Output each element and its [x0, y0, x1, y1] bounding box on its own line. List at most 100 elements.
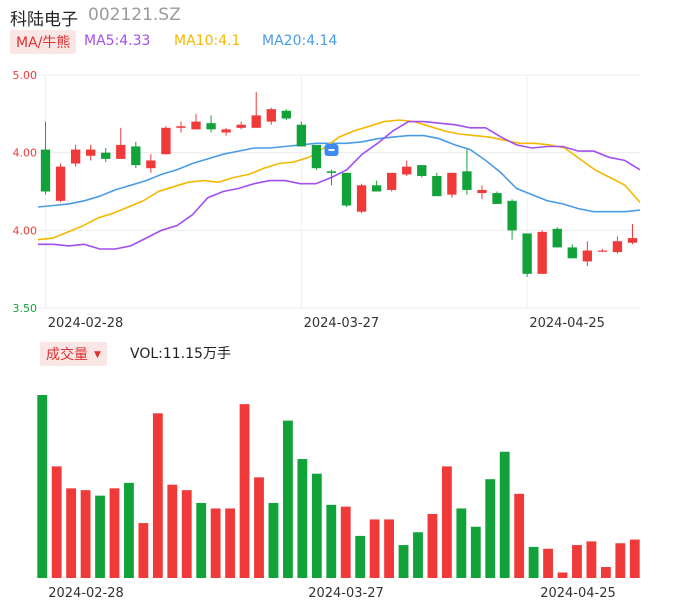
volume-bar [254, 477, 264, 578]
candle-body [597, 250, 608, 252]
candle-body [356, 185, 367, 212]
volume-x-tick-label: 2024-03-27 [308, 586, 384, 601]
volume-bar [485, 479, 496, 578]
candle-body [612, 241, 623, 253]
volume-bar [225, 508, 236, 578]
volume-bar [109, 488, 120, 578]
candle-body [492, 193, 502, 204]
volume-bar [66, 488, 77, 578]
volume-bar [311, 473, 322, 578]
stock-code: 002121.SZ [88, 5, 181, 25]
candle-body [311, 144, 322, 169]
x-tick-label: 2024-03-27 [304, 316, 380, 331]
volume-indicator-toggle[interactable]: 成交量 ▼ [40, 342, 107, 366]
candle-body [371, 185, 382, 192]
candle-body [251, 115, 261, 128]
candle-body [522, 233, 532, 274]
candle-body [161, 127, 171, 155]
volume-bar [138, 523, 149, 578]
ma-indicator-toggle[interactable]: MA/牛熊 [10, 30, 77, 54]
volume-bar [196, 502, 207, 578]
candle-body [236, 124, 246, 128]
volume-bar [600, 567, 611, 578]
volume-bar [384, 519, 394, 578]
candle-body [40, 149, 51, 192]
candle-body [387, 172, 397, 190]
y-tick-label: 3.50 [13, 302, 38, 315]
volume-x-tick-label: 2024-04-25 [540, 586, 616, 601]
candle-body [326, 171, 337, 173]
candle-body [567, 247, 577, 259]
candle-body [417, 165, 427, 176]
volume-bar [557, 572, 568, 578]
y-tick-label: 4.00 [13, 147, 38, 160]
candle-body [176, 126, 186, 128]
ma10-line [37, 119, 641, 241]
volume-bar [340, 506, 351, 578]
candle-body [221, 129, 231, 133]
candle-body [55, 166, 66, 201]
x-tick-label: 2024-02-28 [48, 316, 124, 331]
volume-toggle-label: 成交量 [46, 347, 88, 363]
volume-bar [95, 495, 105, 578]
volume-bar [355, 535, 366, 578]
volume-bar [80, 490, 91, 578]
volume-bar [427, 513, 438, 578]
candle-body [101, 152, 111, 159]
candle-body [462, 171, 472, 190]
candle-body [116, 144, 126, 159]
volume-bar [586, 541, 597, 578]
candle-body [582, 250, 592, 262]
volume-bar [268, 502, 279, 578]
candle-body [537, 231, 547, 274]
candle-body [432, 175, 442, 197]
candle-body [281, 110, 291, 119]
ma5-value: MA5:4.33 [84, 33, 151, 49]
volume-bar [470, 526, 481, 578]
volume-bar [181, 490, 192, 578]
ma20-line [37, 134, 641, 213]
volume-x-tick-label: 2024-02-28 [48, 586, 124, 601]
candle-body [296, 124, 307, 147]
volume-bar [326, 504, 337, 578]
volume-bar [629, 539, 640, 578]
volume-bar [572, 545, 582, 578]
ma5-line [38, 120, 641, 250]
volume-bar [297, 459, 308, 578]
volume-bar [283, 420, 293, 578]
candle-body [131, 146, 141, 166]
stock-name: 科陆电子 [10, 10, 78, 30]
candle-body [477, 189, 487, 194]
candle-body [70, 149, 81, 164]
candle-body [552, 228, 562, 248]
y-tick-label: 4.00 [13, 224, 38, 237]
volume-bar [167, 484, 178, 578]
volume-bar [413, 532, 423, 578]
volume-bar [124, 482, 134, 578]
candle-body [191, 121, 201, 130]
x-tick-label: 2024-04-25 [529, 316, 605, 331]
candle-body [266, 109, 276, 122]
volume-bar [456, 508, 467, 578]
y-tick-label: 5.00 [13, 69, 38, 82]
volume-bar [398, 545, 409, 578]
volume-bar [152, 413, 163, 578]
volume-bar [37, 395, 48, 578]
candle-body [402, 166, 412, 175]
volume-bar [369, 519, 380, 578]
volume-bar [499, 451, 510, 578]
caret-down-icon: ▼ [94, 350, 101, 360]
candle-body [447, 172, 457, 195]
candle-body [341, 172, 352, 206]
volume-bar [210, 508, 221, 578]
ma10-value: MA10:4.1 [174, 33, 241, 49]
candle-body [627, 238, 638, 243]
volume-bar [239, 404, 250, 578]
volume-value: VOL:11.15万手 [130, 346, 231, 362]
volume-bar [528, 546, 539, 578]
volume-bar [543, 548, 553, 578]
volume-bar [514, 493, 525, 578]
candle-body [507, 200, 517, 231]
candle-body [206, 123, 216, 130]
